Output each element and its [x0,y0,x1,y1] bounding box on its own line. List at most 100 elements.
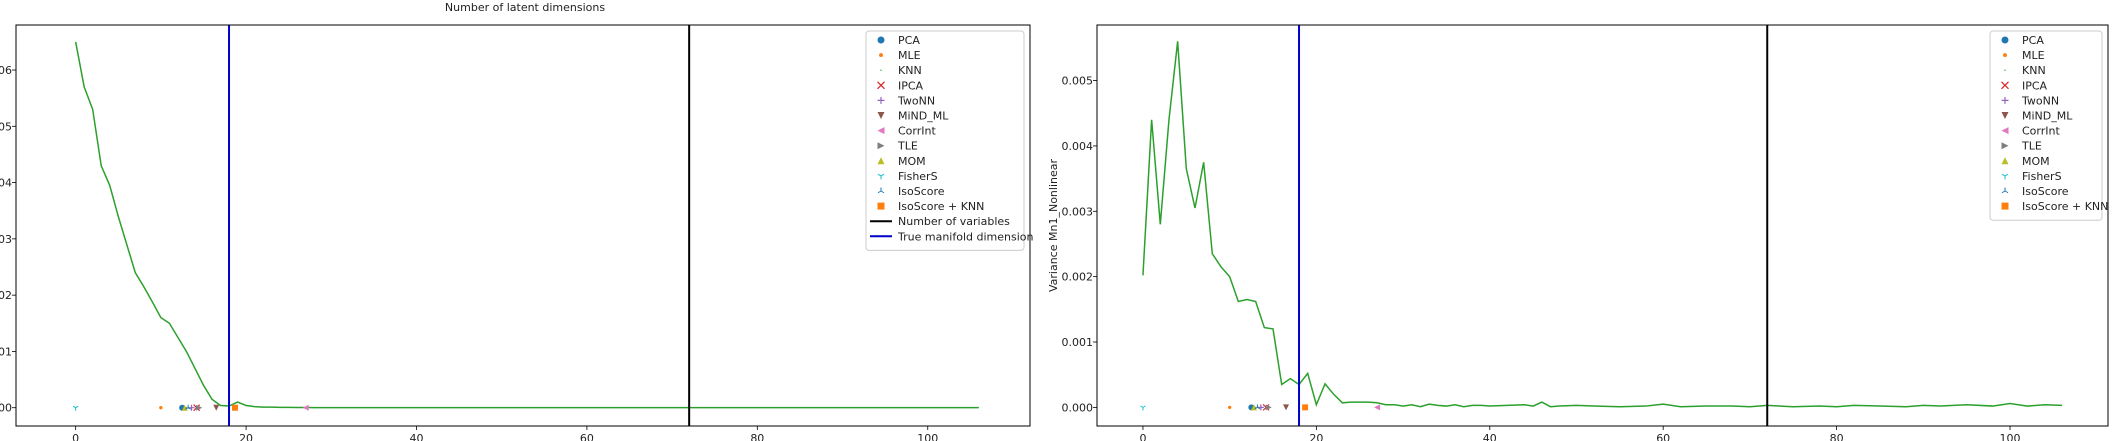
x-tick-label: 60 [580,432,594,441]
legend-label-mind-ml: MiND_ML [2022,110,2073,123]
axes-frame [1096,24,2109,427]
y-axis-title: Variance Mn1_Nonlinear [1047,159,1060,292]
x-tick-label: 100 [917,432,938,441]
legend-label-true-manifold-dimension: True manifold dimension [897,230,1033,243]
marker-mle [159,406,163,410]
x-tick-label: 80 [1830,432,1844,441]
legend-box [865,30,1025,251]
legend-label-ipca: IPCA [898,79,924,92]
marker-knn [185,407,188,409]
legend-swatch-ipca [2001,81,2009,90]
series-line-0 [1142,41,2063,408]
marker-corrint [1374,404,1381,411]
legend-label-tle: TLE [897,140,918,153]
y-tick-label: 00 [0,402,12,415]
legend-label-isoscore-knn: IsoScore + KNN [2022,200,2108,213]
legend-label-twonn: TwoNN [2021,94,2059,107]
marker-tle [196,404,203,411]
marker-mle [1228,405,1232,410]
marker-isoscore [185,404,191,410]
legend-swatch-mom [2001,157,2009,165]
legend-swatch-mle [2003,53,2007,58]
marker-twonn [1257,404,1264,411]
legend-label-mind-ml: MiND_ML [898,110,949,123]
legend-label-isoscore-knn: IsoScore + KNN [898,200,984,213]
legend-swatch-twonn [877,96,885,104]
legend-swatch-corrint [2001,127,2009,135]
legend-swatch-mle [879,53,883,58]
legend-swatch-pca [877,36,885,44]
plot-area [1140,25,2063,426]
legend-swatch-knn [880,69,882,71]
axes-frame [15,24,1031,427]
x-tick-label: 0 [1139,432,1146,441]
legend-label-mle: MLE [2022,49,2045,62]
x-tick-label: 100 [2000,432,2021,441]
legend-label-corrint: CorrInt [898,125,936,138]
plot-area [72,25,979,426]
legend-swatch-isoscore [877,187,885,194]
legend-label-knn: KNN [2022,64,2046,77]
legend-swatch-pca [2001,36,2009,44]
marker-fishers [1140,405,1146,411]
legend-label-twonn: TwoNN [897,94,935,107]
legend-label-corrint: CorrInt [2022,125,2060,138]
legend-swatch-mind-ml [877,112,885,119]
marker-twonn [188,404,195,411]
marker-isoscore-knn [231,404,238,411]
legend-swatch-mind-ml [2001,112,2009,119]
x-tick-label: 20 [1309,432,1323,441]
marker-corrint [302,404,309,411]
y-tick-label: 0.000 [1062,401,1094,414]
x-tick-label: 60 [1656,432,1670,441]
y-tick-label: 0.005 [1062,75,1094,88]
x-tick-label: 0 [72,432,79,441]
x-tick-label: 40 [409,432,423,441]
legend-swatch-twonn [2001,96,2009,104]
y-tick-label: 0.003 [1062,205,1094,218]
y-tick-label: 0.001 [1062,336,1094,349]
marker-mind-ml [1283,404,1290,411]
legend-swatch-isoscore-knn [877,202,885,210]
y-tick-label: 0.004 [1062,140,1094,153]
legend-swatch-knn [2004,69,2006,71]
legend-swatch-mom [877,157,885,165]
x-tick-label: 80 [750,432,764,441]
legend-label-knn: KNN [898,64,922,77]
y-tick-label: 04 [0,177,12,190]
legend-swatch-ipca [877,81,885,90]
marker-isoscore [1254,404,1261,410]
y-tick-label: 06 [0,64,12,77]
legend-label-number-of-variables: Number of variables [898,215,1010,228]
legend-label-pca: PCA [898,34,920,47]
y-tick-label: 02 [0,289,12,302]
legend-swatch-corrint [877,127,885,135]
x-tick-label: 40 [1483,432,1497,441]
marker-tle [1265,404,1272,411]
marker-isoscore-knn [1302,404,1309,411]
legend-box [1989,30,2103,221]
legend-label-isoscore: IsoScore [898,185,945,198]
y-tick-label: 01 [0,345,12,358]
legend-label-ipca: IPCA [2022,79,2048,92]
y-tick-label: 05 [0,120,12,133]
right-plot-panel: 0 20 40 60 80 100 0.000 0.001 0.002 0.003 0.004 0.0… [1047,24,2109,441]
legend-swatch-tle [877,142,885,150]
x-tick-label: 20 [239,432,253,441]
marker-knn [1255,406,1257,408]
legend-label-fishers: FisherS [898,170,938,183]
legend-swatch-fishers [877,173,885,180]
marker-fishers [72,405,79,411]
legend-swatch-isoscore [2001,187,2009,194]
left-plot-panel: 0 20 40 60 80 100 00 01 02 03 04 05 06 PCA MLE KNN IPCA T… [0,24,1033,441]
series-line-0 [74,41,979,409]
y-tick-label: 03 [0,233,12,246]
figure-title: Number of latent dimensions [445,1,605,14]
legend-label-mom: MOM [898,155,926,168]
legend-label-tle: TLE [2021,140,2042,153]
legend-label-mle: MLE [898,49,921,62]
legend-swatch-isoscore-knn [2001,202,2009,210]
legend-swatch-fishers [2001,173,2009,180]
legend-swatch-tle [2001,142,2009,150]
